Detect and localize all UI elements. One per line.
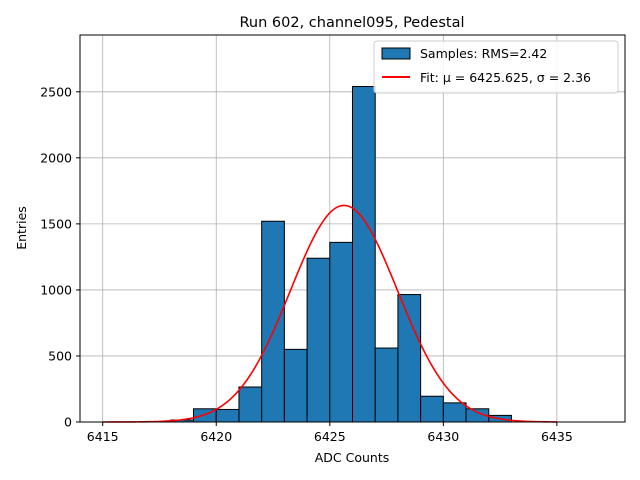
x-tick-label: 6425 — [314, 429, 346, 444]
legend-swatch-samples — [381, 47, 411, 60]
y-tick-label: 1500 — [40, 216, 72, 231]
y-tick-label: 500 — [48, 348, 72, 363]
fit-curve — [102, 204, 557, 423]
y-axis-ticks: 0 500 1000 1500 2000 2500 — [40, 84, 80, 430]
x-tick-label: 6420 — [200, 429, 232, 444]
x-axis-label: ADC Counts — [315, 450, 390, 465]
y-tick-label: 2500 — [40, 84, 72, 99]
legend: Samples: RMS=2.42 Fit: μ = 6425.625, σ =… — [373, 40, 619, 94]
x-tick-label: 6435 — [541, 429, 573, 444]
plot-frame — [79, 34, 626, 423]
histogram-bar — [374, 347, 399, 423]
histogram-bar — [420, 395, 444, 423]
x-tick-label: 6430 — [427, 429, 459, 444]
histogram-bar — [352, 86, 376, 423]
histogram-bar — [306, 257, 331, 423]
histogram-bar — [261, 220, 285, 423]
chart-title: Run 602, channel095, Pedestal — [239, 15, 464, 31]
y-tick-label: 2000 — [40, 150, 72, 165]
histogram-bars — [170, 86, 512, 423]
legend-label-fit: Fit: μ = 6425.625, σ = 2.36 — [420, 70, 591, 85]
x-axis-ticks: 6415 6420 6425 6430 6435 — [87, 422, 573, 444]
legend-box — [373, 40, 619, 94]
x-tick-label: 6415 — [87, 429, 119, 444]
histogram-bar — [329, 241, 353, 423]
y-tick-label: 0 — [64, 415, 72, 430]
histogram-bar — [397, 294, 422, 423]
legend-label-samples: Samples: RMS=2.42 — [420, 46, 547, 61]
histogram-bar — [283, 348, 308, 423]
histogram-bar — [238, 386, 263, 423]
histogram-bar — [215, 408, 240, 423]
histogram-bar — [442, 402, 467, 423]
y-tick-label: 1000 — [40, 282, 72, 297]
y-axis-label: Entries — [14, 206, 29, 250]
